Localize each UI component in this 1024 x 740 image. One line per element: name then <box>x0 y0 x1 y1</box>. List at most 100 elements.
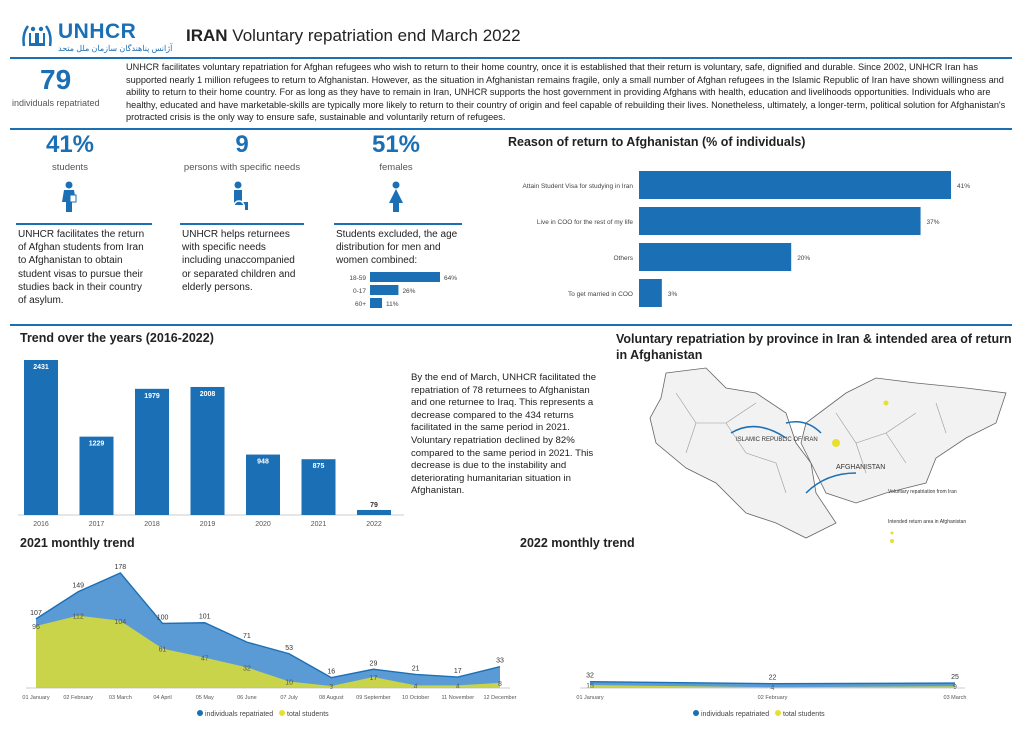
students-value-label: 96 <box>32 624 40 631</box>
kpi-females-rule <box>334 223 462 225</box>
reason-bar <box>639 279 662 307</box>
repatriated-value-label: 22 <box>769 675 777 682</box>
repatriated-value-label: 101 <box>199 614 211 621</box>
month-label: 02 February <box>758 695 788 701</box>
students-value-label: 15 <box>586 683 594 690</box>
legend-marker-repatriated <box>693 710 699 716</box>
month-label: 07 July <box>280 695 298 701</box>
repatriated-value-label: 178 <box>115 564 127 571</box>
trend-year-label: 2018 <box>144 521 160 528</box>
repatriated-value-label: 29 <box>370 660 378 667</box>
middle-divider <box>10 324 1012 326</box>
age-label: 18-59 <box>349 275 366 282</box>
month-label: 03 March <box>109 695 132 701</box>
return-area-marker <box>832 439 840 447</box>
total-repatriated-label: individuals repatriated <box>12 98 100 108</box>
trend-value-label: 2008 <box>200 391 216 398</box>
map-label-afghanistan: AFGHANISTAN <box>836 464 885 471</box>
trend-year-label: 2019 <box>200 521 216 528</box>
title-text: Voluntary repatriation end March 2022 <box>232 26 521 45</box>
trend-year-label: 2016 <box>33 521 49 528</box>
trend-value-label: 2431 <box>33 364 49 371</box>
kpi-females-value: 51% <box>371 131 421 158</box>
page-title: IRAN Voluntary repatriation end March 20… <box>186 26 521 46</box>
month-label: 06 June <box>237 695 257 701</box>
month-label: 11 November <box>442 695 475 701</box>
repatriated-value-label: 107 <box>30 610 42 617</box>
trend-value-label: 79 <box>370 502 378 509</box>
org-name: UNHCR <box>58 20 137 43</box>
trend-value-label: 948 <box>257 459 269 466</box>
students-value-label: 10 <box>285 680 293 687</box>
female-icon <box>389 181 403 212</box>
area-series-students <box>36 615 500 688</box>
trend-bar <box>246 454 280 515</box>
trend-paragraph: By the end of March, UNHCR facilitated t… <box>411 372 597 497</box>
repatriation-map: ISLAMIC REPUBLIC OF IRAN AFGHANISTAN Vol… <box>649 367 1007 543</box>
reason-category-label: Attain Student Visa for studying in Iran <box>523 183 634 190</box>
students-value-label: 3 <box>329 684 333 691</box>
repatriated-value-label: 32 <box>586 673 594 680</box>
month-label: 12 December <box>483 695 516 701</box>
month-label: 04 April <box>153 695 171 701</box>
month-label: 01 January <box>576 695 603 701</box>
students-value-label: 61 <box>159 647 167 654</box>
legend-label-repatriated: individuals repatriated <box>701 711 769 718</box>
age-label: 0-17 <box>353 288 366 295</box>
age-bar <box>370 298 383 308</box>
total-repatriated-value: 79 <box>40 64 72 95</box>
legend-dot-1 <box>890 531 894 535</box>
trend-bar <box>301 459 336 515</box>
province-lines <box>675 392 947 494</box>
legend-label-students: total students <box>287 711 329 718</box>
kpi-specific-needs-value: 9 <box>235 131 249 158</box>
map-legend-sub: Intended return area in Afghanistan <box>888 519 966 525</box>
legend-marker-students <box>775 710 781 716</box>
intro-paragraph: UNHCR facilitates voluntary repatriation… <box>126 62 1006 123</box>
legend-marker-repatriated <box>197 710 203 716</box>
summary-divider <box>10 128 1012 130</box>
legend-label-students: total students <box>783 711 825 718</box>
unhcr-emblem-icon <box>22 25 52 47</box>
kpi-students-rule <box>16 223 152 225</box>
month-label: 10 October <box>402 695 429 701</box>
reason-value-label: 37% <box>927 219 940 226</box>
trend-bar <box>79 436 114 515</box>
month-label: 03 March <box>944 695 967 701</box>
age-distribution-chart: 18-59 64% 0-17 26% 60+ 11% <box>349 272 457 308</box>
kpi-specific-needs-rule <box>180 223 304 225</box>
age-value-label: 11% <box>386 301 399 308</box>
trend-bar <box>190 386 225 515</box>
age-label: 60+ <box>355 301 366 308</box>
students-value-label: 4 <box>456 683 460 690</box>
age-bar <box>370 272 440 282</box>
reason-value-label: 20% <box>797 255 810 262</box>
students-value-label: 32 <box>243 665 251 672</box>
month-label: 05 May <box>196 695 214 701</box>
reason-category-label: Others <box>613 255 633 262</box>
unhcr-logo: UNHCR آژانس پناهندگان سازمان ملل متحد <box>18 20 178 56</box>
legend-marker-students <box>279 710 285 716</box>
students-value-label: 4 <box>771 685 775 692</box>
flow-arrow-west <box>730 425 787 439</box>
afghanistan-shape <box>800 377 1007 504</box>
map-title: Voluntary repatriation by province in Ir… <box>616 332 1012 362</box>
month-label: 09 September <box>356 695 391 701</box>
repatriated-value-label: 33 <box>496 658 504 665</box>
month-label: 08 August <box>319 695 344 701</box>
area-series-students <box>590 685 955 688</box>
title-country: IRAN <box>186 26 228 45</box>
students-value-label: 8 <box>498 681 502 688</box>
trend-bar <box>357 509 391 515</box>
trend-value-label: 1979 <box>144 393 160 400</box>
reason-category-label: Live in COO for the rest of my life <box>537 219 633 226</box>
trend-chart: 2431 2016 1229 2017 1979 2018 2008 2019 948 2020 8… <box>18 360 404 528</box>
reason-category-label: To get married in COO <box>568 291 633 298</box>
reason-bar <box>639 243 792 271</box>
students-value-label: 112 <box>73 614 84 621</box>
map-label-iran: ISLAMIC REPUBLIC OF IRAN <box>736 437 818 443</box>
trend-value-label: 1229 <box>89 441 105 448</box>
province-marker <box>883 400 889 406</box>
reason-bar <box>639 207 921 235</box>
flow-arrow-south <box>805 472 857 494</box>
